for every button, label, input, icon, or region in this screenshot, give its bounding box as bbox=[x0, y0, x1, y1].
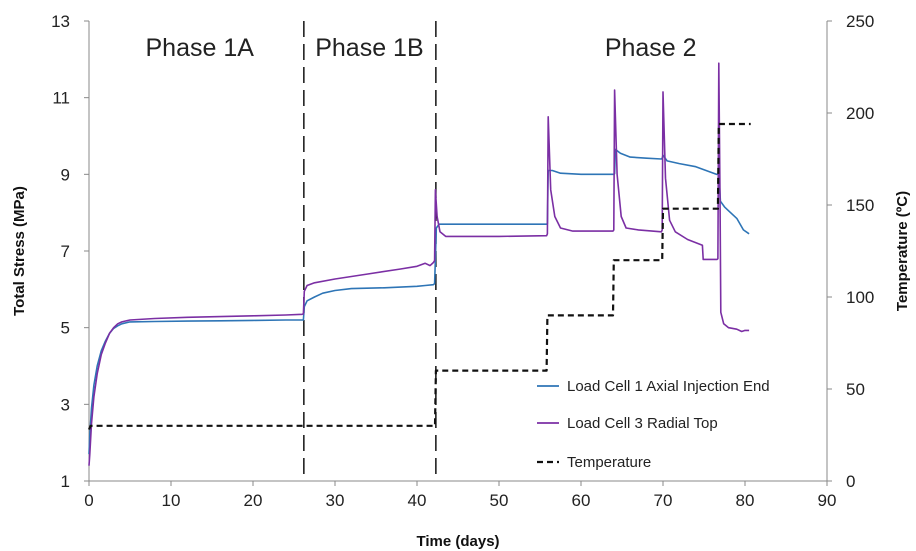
y-tick-label: 1 bbox=[61, 472, 70, 491]
phase-boundaries bbox=[303, 21, 437, 481]
phase-label: Phase 1A bbox=[145, 34, 254, 62]
chart-labels: Time (days) Total Stress (MPa) Temperature… bbox=[11, 34, 911, 550]
x-tick-label: 40 bbox=[408, 491, 427, 510]
series-group bbox=[87, 62, 751, 466]
x-tick-label: 70 bbox=[654, 491, 673, 510]
y-tick-label: 11 bbox=[52, 89, 70, 108]
x-tick-label: 80 bbox=[736, 491, 755, 510]
y-tick-label: 9 bbox=[61, 165, 70, 184]
y2-tick-label: 0 bbox=[846, 472, 855, 491]
x-tick-label: 90 bbox=[818, 491, 837, 510]
series-line-1 bbox=[88, 62, 750, 466]
x-tick-label: 20 bbox=[244, 491, 263, 510]
x-tick-label: 10 bbox=[162, 491, 181, 510]
legend: Load Cell 1 Axial Injection End Load Cell… bbox=[537, 378, 770, 471]
y-tick-label: 3 bbox=[61, 395, 70, 414]
chart-axes: 0 10 20 30 40 50 60 70 80 90135791113050100150200… bbox=[51, 12, 874, 510]
y-axis-title: Total Stress (MPa) bbox=[11, 186, 28, 316]
x-tick-label: 30 bbox=[326, 491, 345, 510]
x-tick-label: 50 bbox=[490, 491, 509, 510]
y2-tick-label: 50 bbox=[846, 380, 865, 399]
phase-label: Phase 2 bbox=[605, 34, 697, 62]
series-line-2 bbox=[87, 122, 751, 430]
x-tick-label: 0 bbox=[84, 491, 93, 510]
y-tick-label: 13 bbox=[51, 12, 70, 31]
y-tick-label: 7 bbox=[61, 242, 70, 261]
legend-label: Load Cell 1 Axial Injection End bbox=[567, 378, 770, 395]
y2-tick-label: 100 bbox=[846, 288, 874, 307]
y-tick-label: 5 bbox=[61, 319, 70, 338]
y2-axis-title: Temperature (ºC) bbox=[894, 191, 911, 311]
legend-label: Temperature bbox=[567, 454, 651, 471]
series-line-0 bbox=[88, 148, 750, 455]
y2-tick-label: 250 bbox=[846, 12, 874, 31]
x-axis-title: Time (days) bbox=[416, 533, 499, 550]
phase-label: Phase 1B bbox=[315, 34, 423, 62]
y2-tick-label: 150 bbox=[846, 196, 874, 215]
y2-tick-label: 200 bbox=[846, 104, 874, 123]
legend-label: Load Cell 3 Radial Top bbox=[567, 415, 718, 432]
x-tick-label: 60 bbox=[572, 491, 591, 510]
